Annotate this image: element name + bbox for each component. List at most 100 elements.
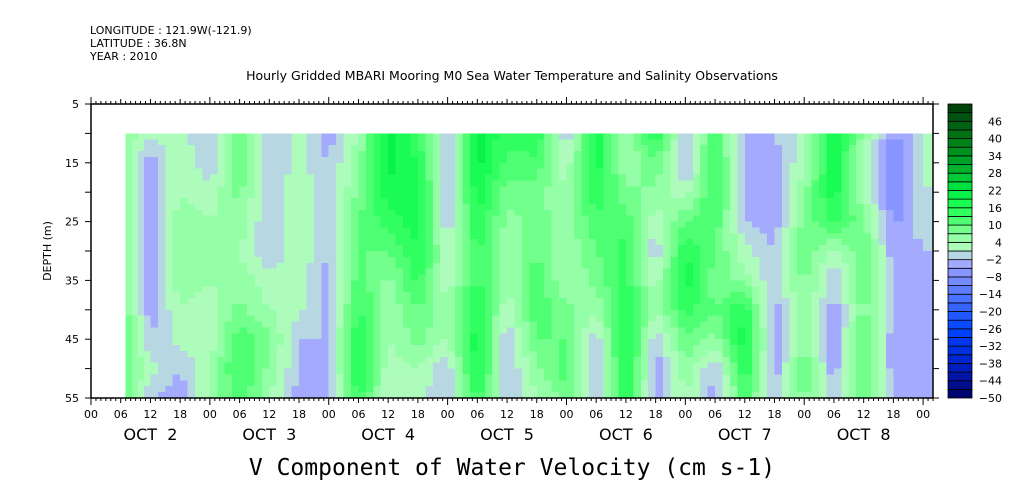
heatmap-cell: [885, 251, 894, 258]
heatmap-cell: [165, 162, 174, 170]
heatmap-cell: [138, 133, 145, 140]
heatmap-cell: [648, 186, 657, 193]
heatmap-cell: [603, 233, 612, 240]
heatmap-cell: [477, 386, 486, 393]
heatmap-cell: [224, 386, 233, 393]
heatmap-cell: [484, 280, 493, 287]
heatmap-cell: [209, 303, 218, 311]
heatmap-cell: [125, 309, 133, 317]
heatmap-cell: [172, 174, 181, 182]
heatmap-cell: [521, 315, 530, 323]
heatmap-cell: [417, 227, 426, 234]
heatmap-cell: [131, 245, 139, 252]
heatmap-cell: [157, 192, 166, 199]
heatmap-cell: [417, 339, 426, 346]
heatmap-cell: [559, 292, 568, 299]
heatmap-cell: [618, 145, 627, 152]
heatmap-cell: [239, 174, 248, 182]
heatmap-cell: [648, 351, 657, 358]
heatmap-cell: [447, 162, 456, 170]
heatmap-cell: [291, 198, 300, 205]
heatmap-cell: [172, 215, 181, 223]
heatmap-cell: [455, 180, 463, 187]
heatmap-cell: [633, 198, 642, 205]
heatmap-cell: [648, 274, 657, 281]
heatmap-cell: [611, 298, 620, 305]
heatmap-cell: [462, 139, 471, 146]
heatmap-cell: [477, 262, 486, 270]
heatmap-cell: [677, 221, 686, 229]
heatmap-cell: [239, 227, 248, 234]
heatmap-cell: [841, 133, 850, 140]
heatmap-cell: [492, 209, 501, 217]
heatmap-cell: [774, 168, 783, 176]
heatmap-cell: [477, 251, 486, 258]
heatmap-cell: [321, 198, 330, 205]
heatmap-cell: [209, 339, 218, 346]
heatmap-cell: [217, 286, 226, 293]
heatmap-cell: [848, 162, 857, 170]
heatmap-cell: [707, 292, 716, 299]
heatmap-cell: [144, 339, 151, 346]
heatmap-cell: [321, 156, 330, 164]
heatmap-cell: [521, 133, 530, 140]
heatmap-cell: [499, 204, 508, 211]
heatmap-cell: [871, 221, 880, 229]
heatmap-cell: [425, 303, 434, 311]
heatmap-cell: [789, 321, 798, 329]
heatmap-cell: [707, 286, 716, 293]
heatmap-cell: [499, 245, 508, 252]
heatmap-cell: [581, 186, 590, 193]
heatmap-cell: [744, 321, 753, 329]
heatmap-cell: [157, 227, 166, 234]
heatmap-cell: [187, 309, 196, 317]
heatmap-cell: [913, 303, 924, 311]
heatmap-cell: [313, 315, 322, 323]
heatmap-cell: [425, 180, 434, 187]
heatmap-cell: [729, 221, 738, 229]
heatmap-cell: [306, 315, 315, 323]
heatmap-cell: [596, 380, 605, 387]
heatmap-cell: [871, 286, 880, 293]
heatmap-cell: [715, 262, 724, 270]
heatmap-cell: [559, 139, 568, 146]
heatmap-cell: [499, 180, 508, 187]
heatmap-cell: [499, 345, 508, 352]
heatmap-cell: [796, 151, 805, 158]
heatmap-cell: [566, 303, 575, 311]
heatmap-cell: [351, 362, 359, 370]
heatmap-cell: [380, 162, 389, 170]
heatmap-cell: [544, 239, 553, 246]
heatmap-cell: [596, 321, 605, 329]
heatmap-cell: [819, 233, 828, 240]
heatmap-cell: [529, 362, 538, 370]
heatmap-cell: [131, 198, 139, 205]
heatmap-cell: [261, 368, 270, 376]
heatmap-cell: [566, 209, 575, 217]
heatmap-cell: [313, 133, 322, 140]
heatmap-cell: [455, 251, 463, 258]
heatmap-cell: [573, 286, 582, 293]
heatmap-cell: [299, 345, 307, 352]
heatmap-cell: [581, 309, 590, 317]
heatmap-cell: [138, 262, 145, 270]
heatmap-cell: [232, 315, 241, 323]
heatmap-cell: [573, 151, 582, 158]
heatmap-cell: [455, 186, 463, 193]
heatmap-cell: [469, 168, 478, 176]
heatmap-cell: [217, 268, 226, 276]
heatmap-cell: [796, 268, 805, 276]
heatmap-cell: [729, 239, 738, 246]
heatmap-cell: [767, 380, 776, 387]
heatmap-cell: [856, 339, 865, 346]
heatmap-cell: [566, 168, 575, 176]
heatmap-cell: [819, 198, 828, 205]
heatmap-cell: [425, 256, 434, 264]
heatmap-cell: [395, 380, 404, 387]
heatmap-cell: [499, 351, 508, 358]
heatmap-cell: [462, 145, 471, 152]
heatmap-cell: [299, 198, 307, 205]
heatmap-cell: [417, 251, 426, 258]
heatmap-cell: [811, 380, 820, 387]
heatmap-cell: [715, 162, 724, 170]
